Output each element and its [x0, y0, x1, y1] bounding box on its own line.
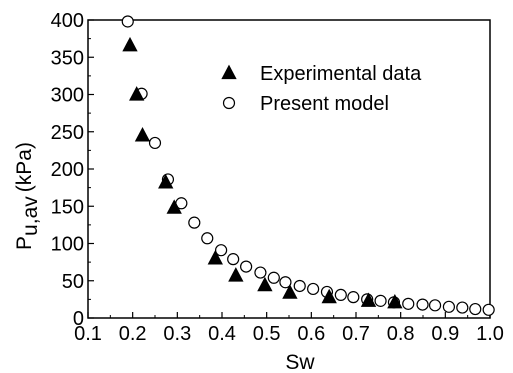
x-tick-label: 0.2	[119, 323, 147, 345]
legend-marker-experimental	[221, 64, 237, 80]
model-point	[240, 260, 253, 273]
model-point	[334, 288, 347, 302]
experimental-point	[387, 293, 403, 309]
y-axis-label-unit: (kPa)	[13, 142, 36, 192]
y-tick-label: 250	[51, 122, 84, 144]
x-tick-label: 0.7	[342, 323, 370, 345]
x-axis-label: Sw	[285, 351, 315, 373]
legend-label-experimental: Experimental data	[260, 63, 422, 85]
model-point	[469, 302, 482, 316]
x-tick-label: 0.4	[208, 323, 236, 345]
x-tick-label: 0.1	[74, 323, 102, 345]
y-tick-label: 50	[62, 271, 84, 293]
y-tick-label: 0	[73, 308, 84, 330]
y-tick-label: 100	[51, 234, 84, 256]
model-point	[402, 297, 415, 310]
experimental-point	[158, 173, 174, 189]
model-point	[374, 294, 387, 307]
experimental-point	[129, 86, 145, 101]
y-tick-label: 300	[51, 85, 84, 107]
model-point	[267, 271, 280, 284]
ticks: 0.1 0.2 0.3 0.4 0.5 0.6 0.7 0.8 0.9 1.0 0 50 100 150 2…	[51, 10, 504, 345]
model-point	[293, 279, 306, 293]
x-tick-label: 0.6	[297, 323, 325, 345]
x-tick-label: 0.3	[163, 323, 191, 345]
model-point	[456, 301, 469, 314]
model-point	[148, 136, 162, 150]
experimental-point	[360, 292, 377, 307]
experimental-point	[122, 36, 138, 52]
legend: Experimental data Present model	[221, 63, 422, 115]
experimental-point	[228, 267, 244, 282]
legend-marker-model	[222, 96, 236, 110]
model-point	[416, 298, 429, 311]
x-tick-label: 0.9	[431, 323, 459, 345]
y-tick-label: 350	[51, 47, 84, 69]
experimental-point	[207, 249, 223, 265]
axis-labels: Sw Pu,av (kPa)	[13, 142, 315, 373]
y-tick-label: 200	[51, 159, 84, 181]
model-point	[121, 15, 134, 28]
model-point	[442, 300, 456, 313]
model-point	[201, 232, 214, 245]
experimental-point	[166, 199, 182, 214]
model-point	[347, 291, 360, 304]
y-tick-label: 150	[51, 196, 84, 218]
model-point	[279, 276, 292, 289]
data-marks	[121, 15, 495, 316]
x-tick-label: 0.8	[387, 323, 415, 345]
x-tick-label: 0.5	[253, 323, 281, 345]
model-point	[428, 299, 442, 312]
y-axis-label-main: P	[13, 236, 36, 250]
model-point	[482, 303, 495, 316]
model-point	[307, 282, 320, 296]
legend-label-model: Present model	[260, 93, 389, 115]
experimental-point	[321, 288, 337, 304]
model-point	[227, 253, 240, 266]
experimental-point	[282, 284, 298, 299]
x-tick-label: 1.0	[476, 323, 504, 345]
model-point	[254, 266, 267, 279]
model-point	[188, 216, 201, 229]
model-point	[215, 244, 228, 257]
experimental-point	[134, 127, 151, 142]
y-tick-label: 400	[51, 10, 84, 32]
y-axis-label-subscript: u,av	[19, 196, 42, 236]
experimental-point	[257, 276, 273, 292]
y-axis-label: Pu,av (kPa)	[13, 142, 42, 250]
